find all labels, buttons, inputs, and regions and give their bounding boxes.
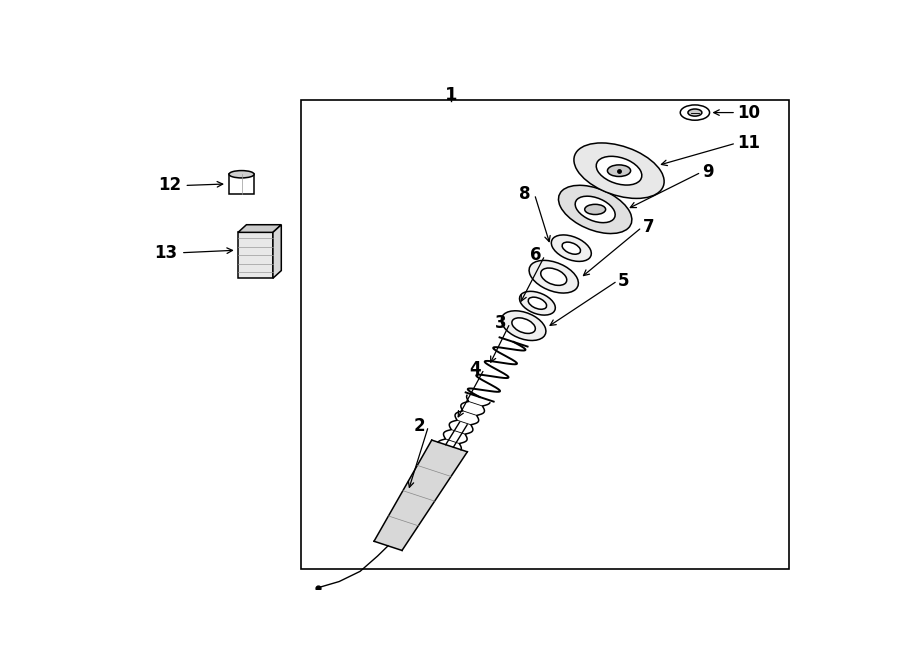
Ellipse shape (596, 156, 642, 185)
Ellipse shape (229, 171, 254, 178)
Text: 2: 2 (413, 417, 425, 435)
Ellipse shape (562, 242, 580, 254)
Text: 9: 9 (702, 164, 714, 181)
Bar (238, 232, 273, 278)
Text: 7: 7 (643, 218, 654, 236)
Polygon shape (238, 224, 282, 232)
Text: 5: 5 (618, 272, 630, 290)
Ellipse shape (575, 196, 616, 222)
Polygon shape (273, 224, 282, 278)
Text: 1: 1 (445, 86, 457, 104)
Ellipse shape (501, 310, 546, 340)
Ellipse shape (541, 268, 567, 285)
Ellipse shape (608, 165, 631, 177)
Text: 4: 4 (469, 360, 481, 378)
Text: 10: 10 (737, 103, 760, 122)
Ellipse shape (519, 291, 555, 315)
Ellipse shape (528, 297, 546, 309)
Ellipse shape (680, 105, 709, 120)
Bar (301, 100, 789, 569)
Text: 13: 13 (154, 244, 177, 261)
Ellipse shape (512, 318, 535, 334)
Ellipse shape (552, 235, 591, 261)
Text: 11: 11 (737, 134, 760, 152)
Text: 3: 3 (495, 314, 507, 332)
Polygon shape (374, 440, 467, 551)
Bar (229, 174, 254, 193)
Ellipse shape (529, 260, 579, 293)
Ellipse shape (688, 109, 702, 116)
Text: 12: 12 (158, 177, 181, 195)
Ellipse shape (574, 143, 664, 199)
Text: 8: 8 (519, 185, 531, 203)
Ellipse shape (559, 185, 632, 234)
Ellipse shape (585, 205, 606, 214)
Text: 6: 6 (530, 246, 542, 264)
